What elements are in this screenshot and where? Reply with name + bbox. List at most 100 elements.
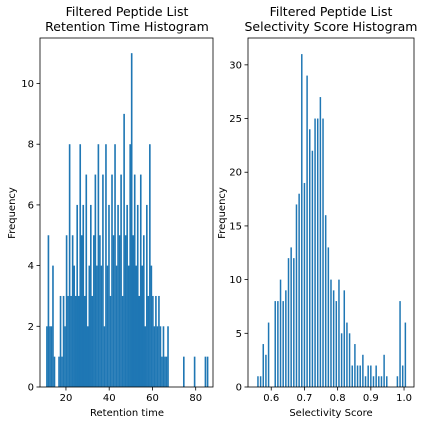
histogram-bar (93, 235, 95, 387)
histogram-bar (46, 326, 48, 387)
histogram-bar (105, 144, 107, 387)
histogram-bar (53, 356, 56, 387)
histogram-bar (139, 174, 142, 387)
histogram-bar (338, 279, 340, 387)
histogram-bar (327, 247, 330, 387)
histogram-bar (70, 295, 72, 387)
histogram-bar (324, 215, 327, 387)
x-tick-label: 60 (146, 393, 159, 404)
histogram-bar (165, 356, 168, 387)
histogram-bar (133, 174, 136, 387)
histogram-bar (404, 322, 407, 387)
histogram-bar (162, 326, 165, 387)
histogram-bar (332, 290, 335, 387)
histogram-bar (348, 333, 351, 387)
y-tick-label: 8 (28, 140, 34, 151)
histogram-bar (274, 301, 276, 387)
histogram-bar (144, 326, 147, 387)
histogram-bar (183, 356, 185, 387)
histogram-bar (88, 265, 91, 387)
histogram-bar (311, 150, 314, 387)
histogram-bar (130, 53, 133, 388)
histogram-bar (301, 54, 303, 388)
histogram-bar (147, 295, 150, 387)
y-tick-label: 2 (28, 322, 34, 333)
histogram-bar (306, 75, 308, 387)
histogram-bar (99, 235, 101, 387)
histogram-bar (380, 376, 383, 387)
selectivity-score-histogram: Filtered Peptide List Selectivity Score … (217, 4, 418, 419)
histogram-bar (124, 235, 127, 387)
histogram-bar (58, 356, 60, 387)
axes-frame (247, 37, 415, 388)
histogram-bar (138, 295, 141, 387)
histogram-bar (290, 247, 292, 387)
histogram-bar (279, 279, 282, 387)
histogram-bar (383, 354, 385, 387)
histogram-bar (156, 326, 159, 387)
histogram-bar (399, 301, 401, 387)
y-tick-label: 0 (28, 383, 34, 394)
histogram-bar (82, 204, 85, 387)
histogram-bar (136, 204, 139, 387)
histogram-bar (367, 365, 369, 387)
histogram-bar (204, 356, 207, 387)
histogram-bar (106, 265, 109, 387)
histogram-bar (267, 322, 270, 387)
histogram-bars (257, 54, 407, 388)
histogram-bar (109, 295, 112, 387)
histogram-bar (146, 204, 148, 387)
y-axis-ticks: 0 5 10 15 20 25 30 (229, 60, 248, 394)
histogram-bar (158, 295, 160, 387)
histogram-bar (375, 365, 377, 387)
x-tick-label: 0.7 (296, 393, 312, 404)
histogram-bar (282, 301, 284, 387)
y-tick-label: 5 (236, 329, 242, 340)
histogram-bar (123, 113, 125, 388)
y-tick-label: 15 (229, 221, 242, 232)
histogram-bar (293, 258, 295, 387)
histogram-bar (346, 322, 348, 387)
histogram-bar (62, 295, 65, 387)
histogram-bar (155, 295, 157, 387)
histogram-bars (46, 53, 209, 388)
histogram-bar (372, 376, 375, 387)
histogram-bar (120, 174, 122, 387)
histogram-bar (52, 265, 54, 387)
histogram-bar (159, 326, 162, 387)
histogram-bar (85, 174, 88, 387)
histogram-bar (96, 265, 98, 387)
histogram-bar (314, 118, 316, 387)
x-tick-label: 40 (103, 393, 116, 404)
histogram-bar (257, 376, 259, 387)
histogram-bar (94, 174, 97, 387)
histogram-bar (111, 174, 113, 387)
histogram-bar (340, 333, 343, 387)
x-axis-label: Selectivity Score (289, 408, 372, 419)
histogram-bar (71, 235, 74, 387)
x-axis-label: Retention time (90, 408, 164, 419)
x-axis-ticks: 20 40 60 80 (60, 387, 202, 404)
histogram-bar (117, 204, 119, 387)
histogram-bar (303, 182, 306, 387)
histogram-bar (132, 235, 135, 387)
chart-title-line2: Selectivity Score Histogram (244, 19, 417, 34)
histogram-bar (386, 376, 388, 387)
histogram-bar (91, 295, 94, 387)
histogram-bar (64, 326, 66, 387)
histogram-bar (149, 144, 151, 387)
histogram-bar (79, 144, 82, 387)
histogram-bar (354, 344, 356, 387)
histogram-bar (114, 144, 116, 387)
histogram-bar (295, 204, 298, 387)
histogram-bar (108, 204, 110, 387)
histogram-bar (396, 376, 399, 387)
histogram-bar (77, 295, 80, 387)
histogram-bar (103, 326, 106, 387)
histogram-bar (262, 344, 265, 387)
histogram-bar (127, 265, 130, 387)
y-axis-label: Frequency (217, 187, 228, 239)
histogram-bar (152, 295, 154, 387)
histogram-bar (129, 144, 131, 387)
histogram-bar (153, 326, 156, 387)
